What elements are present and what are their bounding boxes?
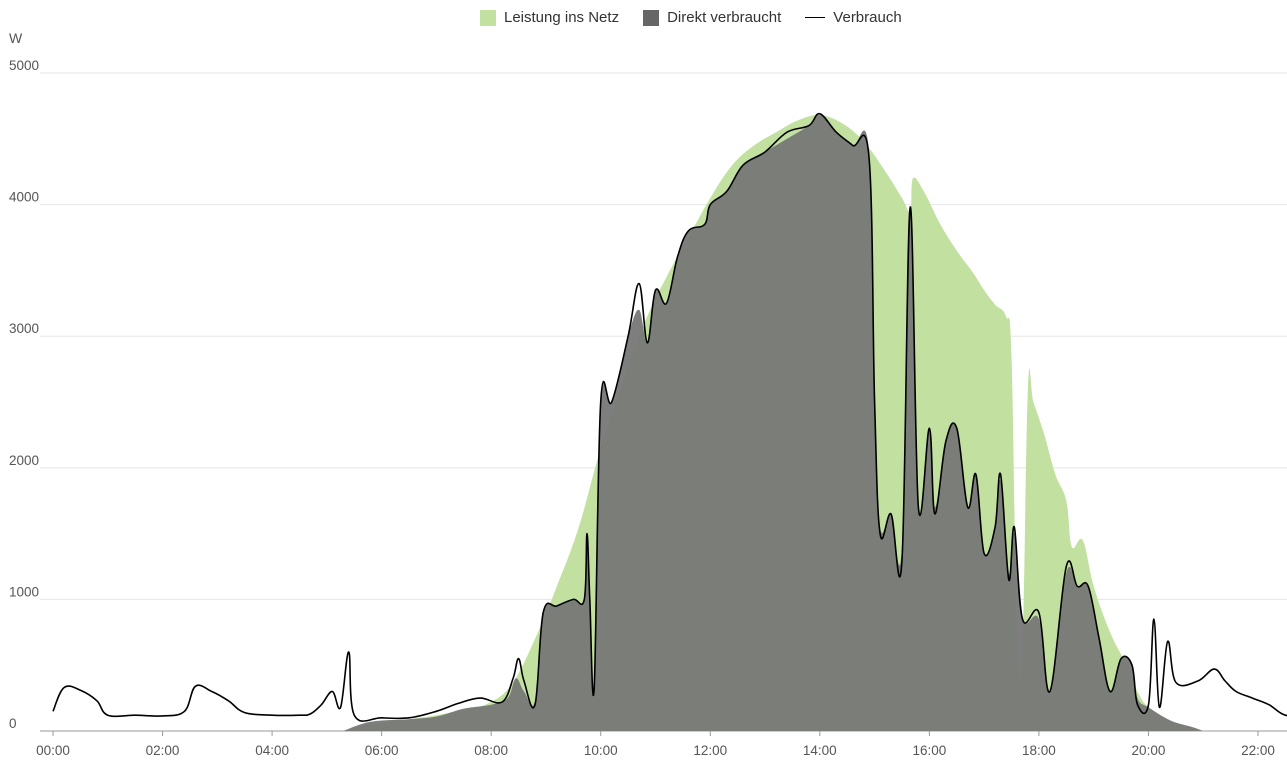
y-tick-2000: 2000	[9, 453, 39, 468]
legend-swatch-grid-feed	[480, 9, 496, 26]
y-tick-1000: 1000	[9, 584, 39, 599]
x-tick-labels: 00:00 02:00 04:00 06:00 08:00 10:00 12:00 14:00…	[36, 731, 1275, 758]
x-tick-20:00: 20:00	[1132, 743, 1166, 758]
x-tick-06:00: 06:00	[365, 743, 399, 758]
x-tick-14:00: 14:00	[803, 743, 837, 758]
legend-swatch-self-consumption	[643, 9, 660, 26]
x-tick-22:00: 22:00	[1241, 743, 1275, 758]
x-tick-08:00: 08:00	[474, 743, 508, 758]
legend-label-consumption: Verbrauch	[833, 9, 902, 26]
chart-lines	[52, 112, 1287, 722]
series-area-self-consumption	[343, 114, 1204, 732]
legend: Leistung ins Netz Direkt verbraucht Verb…	[480, 9, 926, 26]
legend-item-grid-feed[interactable]: Leistung ins Netz	[480, 9, 619, 26]
y-tick-0: 0	[9, 716, 17, 731]
x-tick-16:00: 16:00	[912, 743, 946, 758]
x-tick-04:00: 04:00	[255, 743, 289, 758]
y-axis-unit: W	[9, 30, 23, 46]
y-tick-4000: 4000	[9, 190, 39, 205]
legend-swatch-consumption	[805, 17, 826, 18]
x-tick-10:00: 10:00	[584, 743, 618, 758]
chart-areas	[343, 114, 1204, 732]
x-tick-18:00: 18:00	[1022, 743, 1056, 758]
series-line-consumption	[52, 112, 1287, 722]
x-tick-02:00: 02:00	[146, 743, 180, 758]
y-tick-5000: 5000	[9, 58, 39, 73]
legend-item-self-consumption[interactable]: Direkt verbraucht	[643, 9, 781, 26]
x-tick-12:00: 12:00	[693, 743, 727, 758]
legend-label-grid-feed: Leistung ins Netz	[504, 9, 620, 26]
legend-label-self-consumption: Direkt verbraucht	[667, 9, 782, 26]
legend-item-consumption[interactable]: Verbrauch	[805, 9, 902, 26]
y-tick-3000: 3000	[9, 321, 39, 336]
y-tick-labels: 0 1000 2000 3000 4000 5000	[9, 58, 39, 731]
x-tick-00:00: 00:00	[36, 743, 70, 758]
